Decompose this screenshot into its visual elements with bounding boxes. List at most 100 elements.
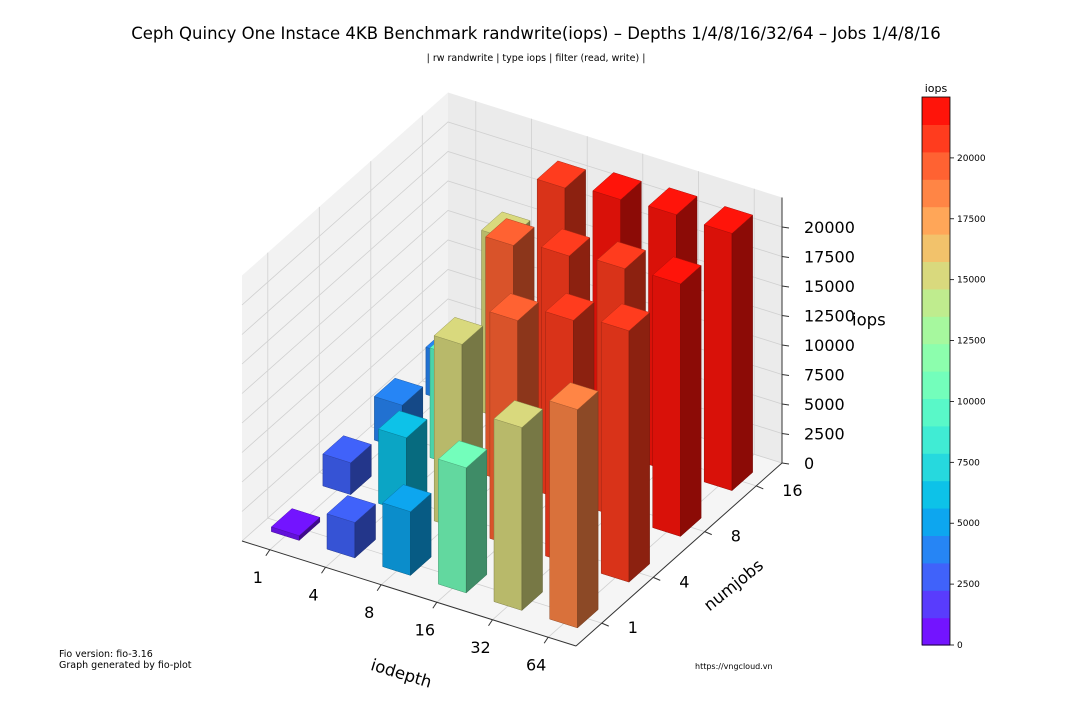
colorbar-segment: [922, 316, 950, 345]
x-tick-mark: [543, 636, 549, 644]
z-tick-label: 0: [804, 454, 814, 473]
y-axis-line: [575, 462, 783, 647]
bar: [326, 495, 376, 559]
colorbar-segment: [922, 97, 950, 125]
x-tick-mark: [432, 601, 438, 609]
y-gridline: [267, 252, 602, 624]
bar-top-face: [549, 382, 599, 410]
bars-group: [270, 160, 754, 629]
y-tick-label: 8: [731, 527, 741, 546]
bar-top-face: [489, 293, 539, 321]
x-tick-mark: [488, 619, 493, 627]
bar-front-face: [600, 321, 630, 583]
z-tick-mark: [781, 462, 790, 465]
colorbar-tick-label: 12500: [957, 337, 986, 347]
z-tick-label: 2500: [804, 425, 845, 444]
chart-subtitle: | rw randwrite | type iops | filter (rea…: [426, 53, 646, 64]
bar-front-face: [652, 274, 681, 537]
colorbar-segment: [922, 425, 950, 454]
colorbar-tick-label: 2500: [957, 580, 980, 590]
z-tick-label: 20000: [804, 218, 855, 237]
y-tick-label: 16: [782, 481, 802, 500]
bar-top-face: [437, 440, 488, 469]
bar-top-face: [326, 495, 376, 523]
colorbar-segment: [922, 261, 950, 290]
x-tick-mark: [265, 549, 271, 557]
bar-top-face: [703, 206, 754, 234]
bar-side-face: [680, 265, 702, 537]
bar-top-face: [322, 435, 372, 464]
colorbar-segment: [922, 535, 950, 564]
colorbar-segment: [922, 124, 950, 153]
bar-top-face: [485, 218, 535, 246]
bar-side-face: [577, 390, 599, 629]
x-tick-label: 4: [308, 585, 318, 604]
colorbar-segment: [922, 398, 950, 427]
z-tick-mark: [781, 256, 790, 258]
bar: [270, 508, 321, 541]
colorbar-segment: [922, 151, 950, 180]
graph-generator: Graph generated by fio-plot: [59, 660, 192, 671]
bar-top-face: [536, 160, 587, 189]
y-tick-label: 4: [679, 572, 689, 591]
colorbar-segment: [922, 590, 950, 619]
y-tick-mark: [704, 531, 712, 536]
colorbar-frame: [921, 96, 951, 646]
z-tick-label: 7500: [804, 366, 845, 385]
bar-top-face: [652, 256, 702, 285]
x-axis-label: iodepth: [369, 655, 435, 692]
x-axis-line: [241, 540, 577, 647]
x-tick-label: 1: [253, 568, 263, 587]
footer-credits: Fio version: fio-3.16 Graph generated by…: [59, 649, 192, 671]
bar: [600, 303, 651, 583]
bar-side-face: [521, 408, 543, 611]
y-tick-mark: [756, 485, 764, 490]
bar-side-face: [628, 311, 650, 583]
colorbar-tick-label: 7500: [957, 458, 980, 468]
z-tick-mark: [781, 433, 790, 435]
bar: [703, 206, 754, 492]
bar-front-face: [493, 418, 523, 611]
bar: [322, 435, 372, 496]
z-tick-label: 17500: [804, 248, 855, 267]
bar-side-face: [465, 448, 488, 594]
colorbar-segment: [922, 453, 950, 482]
colorbar-segment: [922, 371, 950, 399]
bar-top-face: [540, 228, 591, 257]
bar-front-face: [382, 502, 411, 576]
bar-top-face: [493, 400, 543, 428]
z-axis-label: iops: [852, 311, 886, 330]
x-tick-label: 64: [526, 655, 546, 674]
colorbar-segment: [922, 234, 950, 262]
bar-top-face: [545, 293, 595, 321]
y-axis-label: numjobs: [700, 556, 767, 615]
bar: [382, 484, 432, 576]
bar-top-face: [648, 187, 698, 215]
colorbar-label: iops: [925, 82, 948, 95]
bar: [437, 440, 488, 594]
footer-url: https://vngcloud.vn: [695, 662, 773, 671]
bar-front-face: [549, 400, 578, 629]
z-tick-mark: [781, 403, 790, 406]
colorbar-tick-label: 20000: [957, 154, 986, 164]
bar-top-face: [600, 303, 651, 332]
bar-top-face: [596, 241, 646, 269]
z-tick-mark: [781, 344, 790, 347]
bar-top-face: [378, 410, 428, 439]
z-tick-label: 10000: [804, 336, 855, 355]
z-tick-label: 15000: [804, 277, 855, 296]
y-tick-mark: [601, 622, 609, 627]
y-tick-label: 1: [628, 618, 638, 637]
bar-front-face: [438, 458, 467, 594]
bar-side-face: [731, 214, 753, 492]
bar: [493, 400, 543, 611]
colorbar-segment: [922, 617, 950, 646]
colorbar: iops 0 2500 5000 7500 10000 12500 15000 17500 200…: [921, 82, 986, 651]
bar-front-face: [703, 224, 733, 491]
bar: [652, 256, 702, 537]
bar-top-face: [592, 172, 642, 200]
bar-top-face: [270, 508, 321, 536]
colorbar-tick-label: 5000: [957, 519, 980, 529]
x-tick-label: 8: [364, 603, 374, 622]
